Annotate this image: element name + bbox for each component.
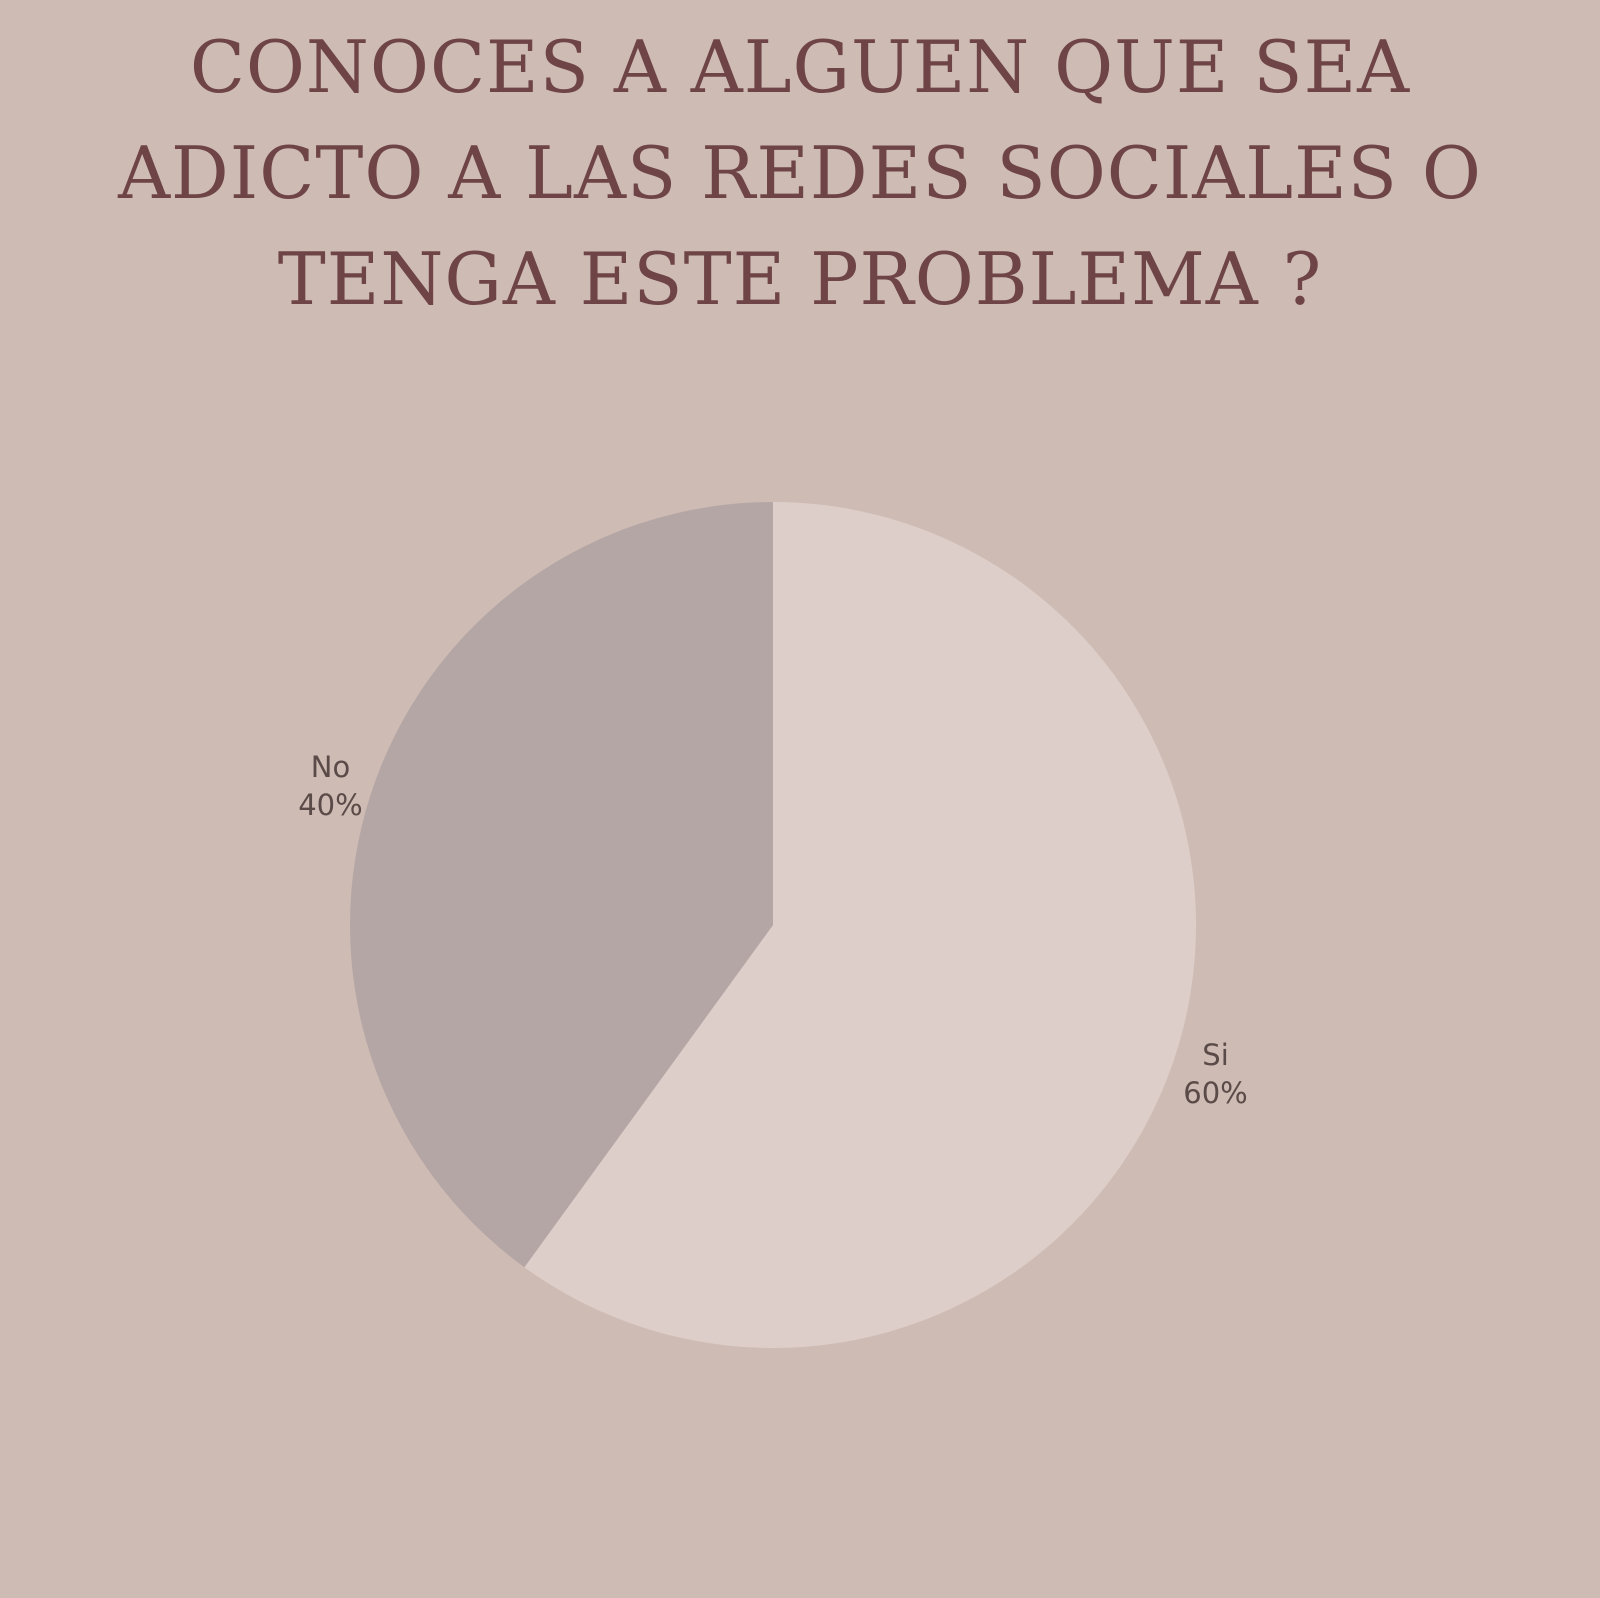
chart-title-line-1: CONOCES A ALGUEN QUE SEA (189, 25, 1411, 109)
pie-label-category: No (311, 750, 350, 784)
chart-title: CONOCES A ALGUEN QUE SEA ADICTO A LAS RE… (100, 14, 1500, 332)
pie-label-percent: 60% (1183, 1076, 1247, 1110)
pie-slice-si (524, 502, 1197, 1348)
pie-label-si: Si 60% (1183, 1038, 1247, 1110)
pie-labels: Si 60% No 40% (298, 750, 1248, 1110)
pie-label-percent: 40% (298, 788, 362, 822)
chart-title-line-2: ADICTO A LAS REDES SOCIALES O (118, 131, 1482, 215)
chart-title-line-3: TENGA ESTE PROBLEMA ? (277, 237, 1323, 321)
pie-slices (349, 502, 1197, 1348)
pie-label-no: No 40% (298, 750, 362, 822)
pie-slice-no (349, 502, 773, 1268)
pie-label-category: Si (1202, 1038, 1228, 1072)
